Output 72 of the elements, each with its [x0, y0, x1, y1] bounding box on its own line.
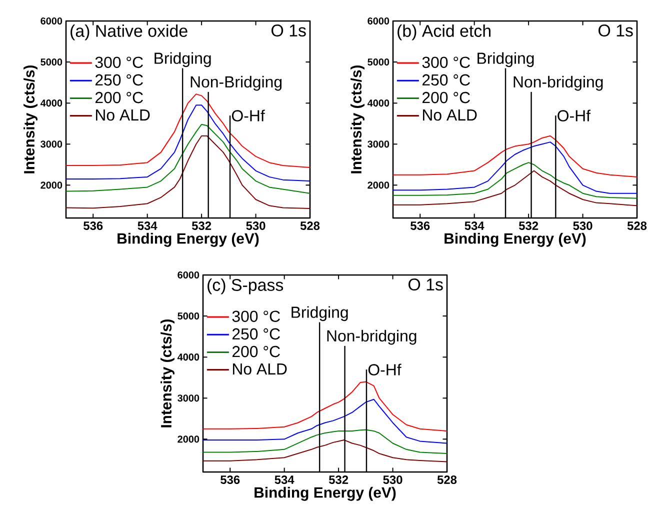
annotation: O 1s — [408, 278, 443, 291]
x-tick-label: 536 — [220, 476, 240, 484]
y-tick-label: 2000 — [368, 182, 390, 189]
x-tick-label: 534 — [464, 222, 484, 230]
line-series — [66, 104, 310, 182]
y-tick-label: 6000 — [40, 17, 62, 25]
line-series — [393, 162, 638, 199]
legend-label: 300 °C — [232, 310, 280, 322]
x-tick-label: 530 — [246, 222, 266, 230]
y-tick-label: 4000 — [40, 100, 62, 107]
x-tick-label: 528 — [437, 476, 457, 484]
legend-label: 200 °C — [95, 92, 143, 104]
ref-line-label: Non-Bridging — [190, 76, 282, 91]
legend-label: 300 °C — [422, 56, 470, 68]
ref-line-label: Non-bridging — [514, 76, 603, 91]
x-tick-label: 536 — [410, 222, 430, 230]
x-tick-label: 532 — [192, 222, 212, 230]
ref-line-label: O-Hf — [232, 110, 265, 122]
y-tick-label: 4000 — [367, 100, 390, 107]
chart-title: (c) S-pass — [208, 278, 284, 294]
y-tick-label: 3000 — [178, 394, 200, 402]
line-series — [66, 94, 310, 168]
y-tick-label: 4000 — [177, 354, 200, 361]
x-tick-label: 532 — [328, 476, 348, 484]
legend-label: No ALD — [96, 110, 150, 121]
y-tick-label: 5000 — [368, 58, 390, 66]
line-series — [203, 439, 448, 462]
y-tick-label: 5000 — [40, 58, 62, 66]
x-tick-label: 532 — [518, 222, 538, 230]
y-axis-title: Intensity (cts/s) — [24, 65, 38, 174]
legend-label: 250 °C — [232, 328, 280, 340]
annotation: O 1s — [272, 24, 306, 37]
ref-line-label: Bridging — [292, 306, 348, 322]
y-tick-label: 6000 — [178, 271, 200, 279]
x-tick-label: 530 — [383, 476, 402, 484]
legend-label: 250 °C — [95, 74, 143, 86]
x-axis-title: Binding Energy (eV) — [444, 232, 586, 247]
line-series — [66, 135, 310, 210]
line-series — [393, 170, 638, 206]
y-tick-label: 3000 — [40, 140, 62, 148]
y-tick-label: 5000 — [178, 312, 200, 320]
ref-line-label: O-Hf — [558, 110, 591, 122]
chart-title: (a) Native oxide — [70, 24, 188, 40]
x-tick-label: 528 — [300, 222, 320, 230]
x-axis-title: Binding Energy (eV) — [254, 486, 396, 501]
legend-label: 250 °C — [422, 74, 470, 86]
ref-line-label: Non-bridging — [327, 330, 416, 345]
x-tick-label: 528 — [627, 222, 647, 230]
y-tick-label: 3000 — [368, 140, 390, 148]
legend-label: 200 °C — [422, 92, 470, 104]
x-tick-label: 530 — [573, 222, 592, 230]
ref-line-label: Bridging — [478, 52, 534, 68]
ref-line-label: Bridging — [154, 52, 211, 68]
legend-label: No ALD — [233, 364, 287, 375]
legend-label: No ALD — [423, 110, 477, 121]
y-axis-title: Intensity (cts/s) — [160, 319, 174, 428]
x-tick-label: 534 — [274, 476, 294, 484]
line-series — [66, 124, 310, 194]
ref-line-label: O-Hf — [368, 364, 402, 376]
x-tick-label: 536 — [84, 222, 103, 230]
y-tick-label: 6000 — [368, 17, 390, 25]
y-tick-label: 2000 — [178, 436, 200, 443]
line-series — [393, 142, 638, 194]
chart-title: (b) Acid etch — [398, 24, 490, 40]
legend-label: 300 °C — [95, 56, 143, 68]
annotation: O 1s — [598, 24, 633, 37]
x-axis-title: Binding Energy (eV) — [118, 232, 259, 247]
x-tick-label: 534 — [138, 222, 158, 230]
legend-label: 200 °C — [232, 346, 280, 358]
line-series — [203, 381, 448, 432]
y-axis-title: Intensity (cts/s) — [350, 65, 364, 174]
y-tick-label: 2000 — [40, 182, 62, 189]
